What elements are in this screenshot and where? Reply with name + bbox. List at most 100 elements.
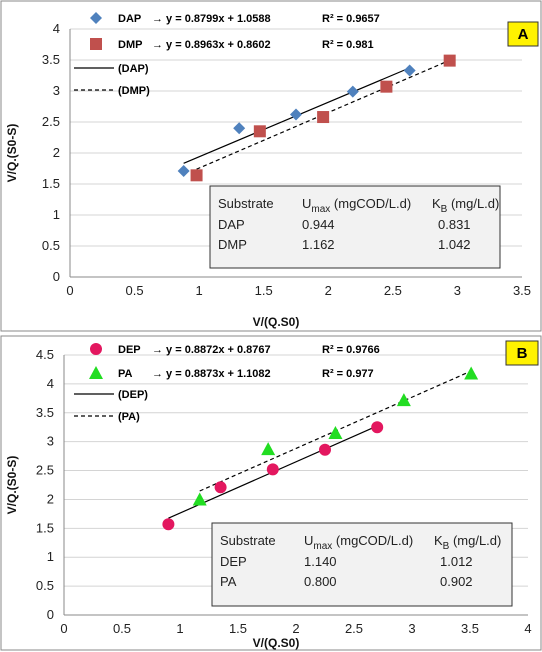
panel-label: A [518,26,529,43]
x-tick-label: 2.5 [384,283,402,298]
table-header-substrate: Substrate [220,533,276,548]
legend-marker-pa [89,366,103,379]
y-tick-label: 2 [53,145,60,160]
legend-equation: → y = 0.8963x + 0.8602 [152,39,271,51]
x-tick-label: 0 [66,283,73,298]
y-tick-label: 3 [47,434,54,449]
chart-panel-a: 0 0.5 1 1.5 2 2.5 3 3.5 4 0 0.5 1 1.5 2 2.5 3 3.5 V/(Q.S0… [0,0,542,332]
table-cell-kb: 0.831 [438,217,471,232]
data-point-dmp [253,125,266,138]
y-tick-label: 1 [53,207,60,222]
x-tick-label: 3 [408,621,415,636]
data-point-pa [328,426,343,439]
table-cell-kb: 1.012 [440,554,473,569]
legend-series-name: DEP [118,344,141,356]
panel-label-box [505,340,539,366]
x-tick-label: 0.5 [126,283,144,298]
x-axis-title: V/(Q.S0) [253,636,300,650]
y-tick-label: 1.5 [36,520,54,535]
y-tick-label: 3 [53,83,60,98]
legend-equation: → y = 0.8799x + 1.0588 [152,13,271,25]
legend-r2: R² = 0.981 [322,39,374,51]
data-point-pa [261,442,276,456]
x-tick-label: 1.5 [255,283,273,298]
data-point-pa [396,393,411,407]
kinetics-table-box [211,522,513,607]
data-point-dep [162,518,175,531]
table-cell-umax: 1.162 [302,237,335,252]
legend-line-name: (PA) [118,411,140,423]
legend-marker-dep [90,343,102,355]
y-tick-label: 3.5 [42,52,60,67]
x-tick-label: 2 [292,621,299,636]
table-header-kb: KB (mg/L.d) [432,196,499,215]
x-axis-title: V/(Q.S0) [253,315,300,329]
x-tick-label: 0.5 [113,621,131,636]
x-tick-label: 1 [196,283,203,298]
legend-r2: R² = 0.9766 [322,344,380,356]
legend-equation: → y = 0.8872x + 0.8767 [152,344,271,356]
table-cell-kb: 1.042 [438,237,471,252]
data-point-dep [319,443,331,456]
x-tick-label: 3.5 [513,283,531,298]
table-cell-umax: 0.800 [304,574,337,589]
legend-r2: R² = 0.9657 [322,13,380,25]
table-cell-kb: 0.902 [440,574,473,589]
x-tick-label: 3 [454,283,461,298]
chart-frame [0,0,542,332]
table-header-kb: KB (mg/L.d) [434,533,501,552]
data-point-dmp [380,80,393,93]
y-tick-label: 1 [47,549,54,564]
legend-marker-dmp [90,38,102,50]
legend-series-name: DAP [118,13,141,25]
data-point-dep [371,421,384,434]
x-tick-label: 2 [325,283,332,298]
data-point-dap [403,64,416,77]
x-tick-label: 1 [176,621,183,636]
legend-line-name: (DEP) [118,389,148,401]
table-cell-umax: 0.944 [302,217,335,232]
y-tick-label: 3.5 [36,405,54,420]
table-header-umax: Umax (mgCOD/L.d) [302,196,411,215]
data-point-dmp [317,111,330,124]
chart-frame [0,335,542,651]
y-tick-label: 4 [53,21,60,36]
legend-series-name: DMP [118,39,142,51]
legend-series-name: PA [118,368,133,380]
x-tick-label: 3.5 [461,621,479,636]
y-tick-label: 4 [47,376,54,391]
table-cell-substrate: DMP [218,237,247,252]
data-point-dmp [443,54,456,67]
y-tick-label: 2 [47,491,54,506]
data-point-dep [214,481,227,494]
y-tick-label: 0 [53,269,60,284]
y-tick-label: 2.5 [36,463,54,478]
y-tick-label: 4.5 [36,347,54,362]
legend-marker-dap [90,12,102,24]
table-cell-substrate: PA [220,574,237,589]
data-point-pa [192,492,207,506]
x-tick-label: 4 [524,621,531,636]
legend-r2: R² = 0.977 [322,368,374,380]
x-tick-label: 1.5 [229,621,247,636]
data-point-dap [290,108,302,121]
data-point-dap [177,164,190,177]
panel-label-box [507,21,539,47]
y-tick-label: 2.5 [42,114,60,129]
legend-equation: → y = 0.8873x + 1.1082 [152,368,271,380]
chart-panel-b: 0 0.5 1 1.5 2 2.5 3 3.5 4 4.5 0 0.5 1 1.5 2 2.5 3 3.5 4 V/(… [0,335,542,651]
trendline-dmp [196,59,450,170]
x-tick-label: 2.5 [345,621,363,636]
y-tick-label: 0.5 [36,578,54,593]
legend-line-name: (DAP) [118,63,149,75]
y-tick-label: 1.5 [42,176,60,191]
x-tick-label: 0 [60,621,67,636]
y-tick-label: 0.5 [42,238,60,253]
panel-label: B [517,345,528,362]
data-point-dap [346,85,359,98]
y-tick-label: 0 [47,607,54,622]
table-cell-substrate: DAP [218,217,245,232]
table-cell-umax: 1.140 [304,554,337,569]
y-axis-title: V/Q.(S0-S) [5,124,19,183]
table-cell-substrate: DEP [220,554,247,569]
